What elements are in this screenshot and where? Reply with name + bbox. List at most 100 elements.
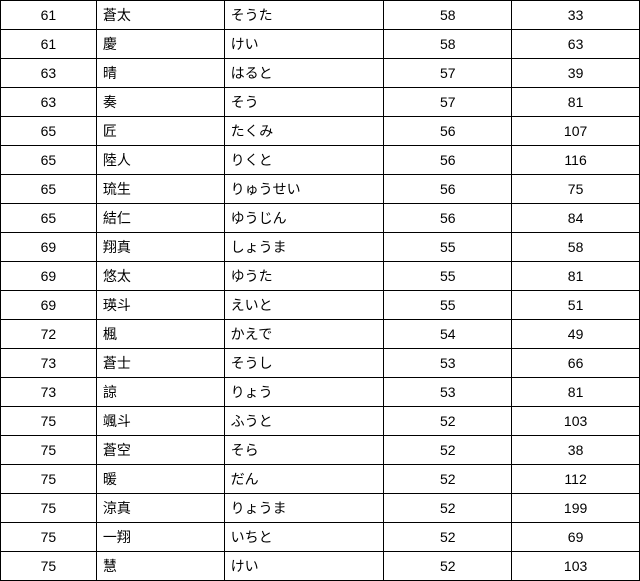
cell-count: 56 [384, 117, 512, 146]
cell-kana: そら [224, 436, 384, 465]
cell-rank: 61 [1, 1, 97, 30]
table-row: 75颯斗ふうと52103 [1, 407, 640, 436]
cell-rank: 75 [1, 407, 97, 436]
cell-extra: 84 [512, 204, 640, 233]
cell-extra: 116 [512, 146, 640, 175]
cell-count: 55 [384, 233, 512, 262]
cell-extra: 81 [512, 262, 640, 291]
cell-kanji: 慧 [96, 552, 224, 581]
cell-extra: 112 [512, 465, 640, 494]
cell-kanji: 琉生 [96, 175, 224, 204]
table-row: 69瑛斗えいと5551 [1, 291, 640, 320]
cell-rank: 75 [1, 523, 97, 552]
cell-kana: だん [224, 465, 384, 494]
cell-kanji: 慶 [96, 30, 224, 59]
cell-kanji: 楓 [96, 320, 224, 349]
cell-rank: 73 [1, 378, 97, 407]
table-row: 65琉生りゅうせい5675 [1, 175, 640, 204]
cell-kana: たくみ [224, 117, 384, 146]
cell-count: 52 [384, 407, 512, 436]
cell-extra: 103 [512, 552, 640, 581]
cell-rank: 72 [1, 320, 97, 349]
cell-kana: けい [224, 30, 384, 59]
table-row: 75一翔いちと5269 [1, 523, 640, 552]
cell-extra: 63 [512, 30, 640, 59]
cell-rank: 69 [1, 262, 97, 291]
cell-rank: 63 [1, 88, 97, 117]
cell-kana: りょう [224, 378, 384, 407]
cell-count: 58 [384, 30, 512, 59]
cell-extra: 103 [512, 407, 640, 436]
table-row: 72楓かえで5449 [1, 320, 640, 349]
cell-kana: いちと [224, 523, 384, 552]
cell-count: 52 [384, 465, 512, 494]
cell-extra: 66 [512, 349, 640, 378]
cell-extra: 107 [512, 117, 640, 146]
cell-kanji: 奏 [96, 88, 224, 117]
cell-rank: 65 [1, 146, 97, 175]
cell-extra: 75 [512, 175, 640, 204]
table-row: 69翔真しょうま5558 [1, 233, 640, 262]
cell-rank: 63 [1, 59, 97, 88]
cell-kanji: 蒼空 [96, 436, 224, 465]
cell-extra: 81 [512, 378, 640, 407]
cell-kanji: 結仁 [96, 204, 224, 233]
cell-kanji: 暖 [96, 465, 224, 494]
table-row: 73諒りょう5381 [1, 378, 640, 407]
name-ranking-table: 61蒼太そうた583361慶けい586363晴はると573963奏そう57816… [0, 0, 640, 581]
cell-rank: 61 [1, 30, 97, 59]
cell-kanji: 涼真 [96, 494, 224, 523]
table-row: 65陸人りくと56116 [1, 146, 640, 175]
cell-rank: 65 [1, 175, 97, 204]
cell-rank: 69 [1, 291, 97, 320]
cell-kana: りくと [224, 146, 384, 175]
cell-count: 57 [384, 59, 512, 88]
cell-extra: 38 [512, 436, 640, 465]
cell-count: 52 [384, 552, 512, 581]
cell-count: 52 [384, 494, 512, 523]
table-row: 61慶けい5863 [1, 30, 640, 59]
cell-kana: そうた [224, 1, 384, 30]
cell-extra: 58 [512, 233, 640, 262]
cell-count: 52 [384, 523, 512, 552]
name-ranking-table-wrap: 61蒼太そうた583361慶けい586363晴はると573963奏そう57816… [0, 0, 640, 581]
table-row: 69悠太ゆうた5581 [1, 262, 640, 291]
table-row: 65匠たくみ56107 [1, 117, 640, 146]
table-row: 75涼真りょうま52199 [1, 494, 640, 523]
cell-kana: けい [224, 552, 384, 581]
cell-kana: りゅうせい [224, 175, 384, 204]
cell-rank: 69 [1, 233, 97, 262]
cell-kana: そうし [224, 349, 384, 378]
table-row: 75暖だん52112 [1, 465, 640, 494]
cell-kana: えいと [224, 291, 384, 320]
table-row: 65結仁ゆうじん5684 [1, 204, 640, 233]
cell-count: 53 [384, 349, 512, 378]
table-row: 75蒼空そら5238 [1, 436, 640, 465]
cell-count: 54 [384, 320, 512, 349]
cell-count: 56 [384, 146, 512, 175]
cell-rank: 75 [1, 465, 97, 494]
cell-count: 55 [384, 262, 512, 291]
cell-kana: りょうま [224, 494, 384, 523]
cell-kana: ゆうた [224, 262, 384, 291]
cell-extra: 49 [512, 320, 640, 349]
cell-count: 55 [384, 291, 512, 320]
cell-extra: 39 [512, 59, 640, 88]
cell-rank: 75 [1, 494, 97, 523]
cell-rank: 75 [1, 552, 97, 581]
cell-rank: 65 [1, 117, 97, 146]
table-row: 73蒼士そうし5366 [1, 349, 640, 378]
cell-extra: 199 [512, 494, 640, 523]
table-row: 63晴はると5739 [1, 59, 640, 88]
cell-kanji: 晴 [96, 59, 224, 88]
cell-kana: はると [224, 59, 384, 88]
cell-kanji: 颯斗 [96, 407, 224, 436]
table-row: 61蒼太そうた5833 [1, 1, 640, 30]
table-row: 75慧けい52103 [1, 552, 640, 581]
cell-kana: しょうま [224, 233, 384, 262]
cell-rank: 73 [1, 349, 97, 378]
cell-extra: 81 [512, 88, 640, 117]
cell-kana: ふうと [224, 407, 384, 436]
cell-kana: ゆうじん [224, 204, 384, 233]
cell-kanji: 匠 [96, 117, 224, 146]
